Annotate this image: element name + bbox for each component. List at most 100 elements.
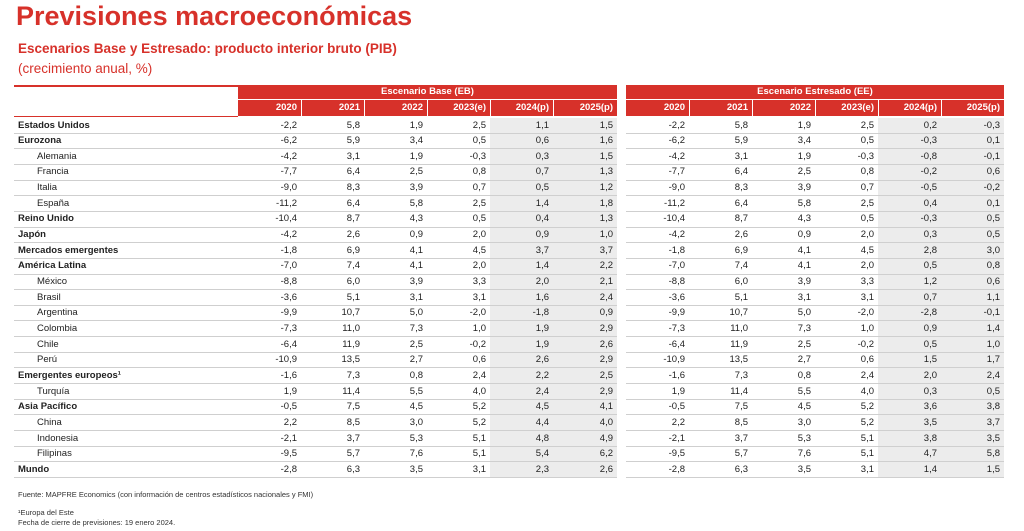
value-cell: -7,3 <box>668 322 685 334</box>
row-rule <box>626 383 1004 384</box>
row-label: Brasil <box>37 291 61 303</box>
value-cell: 8,7 <box>734 213 748 225</box>
value-cell: -10,9 <box>275 354 297 366</box>
row-label: Filipinas <box>37 448 72 460</box>
value-cell: 1,0 <box>599 229 613 241</box>
value-cell: 0,7 <box>923 291 937 303</box>
value-cell: 5,1 <box>346 291 360 303</box>
value-cell: 2,5 <box>472 197 486 209</box>
unit-note: (crecimiento anual, %) <box>18 61 153 76</box>
value-cell: 6,4 <box>734 197 748 209</box>
value-cell: 1,8 <box>599 197 613 209</box>
value-cell: 1,9 <box>797 119 811 131</box>
value-cell: -4,2 <box>280 229 297 241</box>
value-cell: -1,6 <box>668 369 685 381</box>
value-cell: -0,1 <box>983 307 1000 319</box>
value-cell: 0,9 <box>599 307 613 319</box>
row-rule <box>626 414 1004 416</box>
value-cell: 4,5 <box>472 244 486 256</box>
value-cell: 6,3 <box>734 463 748 475</box>
value-cell: 3,9 <box>797 276 811 287</box>
value-cell: 2,8 <box>923 244 937 256</box>
value-cell: 4,5 <box>409 401 423 413</box>
value-cell: 11,4 <box>342 385 360 397</box>
row-rule <box>626 242 1004 243</box>
year-header: 2023(e) <box>815 100 878 116</box>
value-cell: -0,2 <box>920 166 937 178</box>
value-cell: -6,4 <box>668 338 685 350</box>
value-cell: 4,1 <box>797 244 811 256</box>
value-cell: 5,0 <box>797 307 811 319</box>
value-cell: 1,9 <box>409 119 423 131</box>
value-cell: 0,2 <box>923 119 937 131</box>
value-cell: 1,0 <box>986 338 1000 350</box>
value-cell: 8,3 <box>346 182 360 194</box>
value-cell: -0,2 <box>857 338 874 350</box>
row-rule <box>626 257 1004 259</box>
value-cell: 0,5 <box>860 135 874 147</box>
value-cell: 7,3 <box>734 369 748 381</box>
value-cell: -9,9 <box>668 307 685 319</box>
year-header: 2021 <box>689 100 752 116</box>
value-cell: 3,1 <box>860 291 874 303</box>
value-cell: 2,7 <box>797 354 811 366</box>
year-header: 2020 <box>238 100 301 116</box>
value-cell: 5,7 <box>346 448 360 460</box>
value-cell: 2,0 <box>860 260 874 272</box>
row-rule <box>626 430 1004 431</box>
value-cell: 3,1 <box>472 463 486 475</box>
value-cell: 0,6 <box>472 354 486 366</box>
value-cell: 2,5 <box>797 338 811 350</box>
value-cell: 0,6 <box>986 166 1000 178</box>
value-cell: 0,6 <box>986 276 1000 287</box>
row-rule <box>14 398 617 400</box>
value-cell: 6,0 <box>734 276 748 287</box>
value-cell: -2,0 <box>857 307 874 319</box>
value-cell: 11,9 <box>730 338 748 350</box>
value-cell: -1,6 <box>280 369 297 381</box>
value-cell: 13,5 <box>729 354 749 366</box>
value-cell: -2,8 <box>920 307 937 319</box>
value-cell: -8,8 <box>280 276 297 287</box>
value-cell: 0,5 <box>986 213 1000 225</box>
value-cell: 2,2 <box>599 260 613 272</box>
row-rule <box>626 336 1004 337</box>
value-cell: 2,2 <box>535 369 549 381</box>
value-cell: 0,7 <box>472 182 486 194</box>
value-cell: -10,4 <box>275 213 297 225</box>
value-cell: 3,9 <box>409 276 423 287</box>
value-cell: 2,1 <box>599 276 613 287</box>
row-rule <box>626 304 1004 306</box>
value-cell: 3,1 <box>860 463 874 475</box>
value-cell: 7,3 <box>797 322 811 334</box>
value-cell: 0,4 <box>535 213 549 225</box>
value-cell: 5,1 <box>860 432 874 444</box>
value-cell: 2,2 <box>283 416 297 428</box>
value-cell: 5,2 <box>860 401 874 413</box>
value-cell: -1,8 <box>280 244 297 256</box>
footnote: ¹Europa del Este <box>18 508 74 517</box>
value-cell: 2,3 <box>535 463 549 475</box>
value-cell: 1,4 <box>923 463 937 475</box>
value-cell: 0,5 <box>472 213 486 225</box>
row-rule <box>14 476 617 478</box>
value-cell: -6,2 <box>280 135 297 147</box>
row-rule <box>14 132 617 134</box>
value-cell: -6,2 <box>668 135 685 147</box>
value-cell: 3,1 <box>797 291 811 303</box>
value-cell: 0,5 <box>860 213 874 225</box>
value-cell: 0,1 <box>986 197 1000 209</box>
value-cell: 0,7 <box>860 182 874 194</box>
value-cell: -0,3 <box>920 213 937 225</box>
row-rule <box>626 461 1004 462</box>
value-cell: 0,5 <box>986 229 1000 241</box>
value-cell: -0,3 <box>857 150 874 162</box>
value-cell: 0,8 <box>797 369 811 381</box>
value-cell: 1,6 <box>535 291 549 303</box>
value-cell: 2,6 <box>535 354 549 366</box>
value-cell: 0,9 <box>797 229 811 241</box>
value-cell: 1,5 <box>599 119 613 131</box>
row-rule <box>626 195 1004 196</box>
value-cell: 7,6 <box>409 448 423 460</box>
row-rule <box>626 351 1004 353</box>
